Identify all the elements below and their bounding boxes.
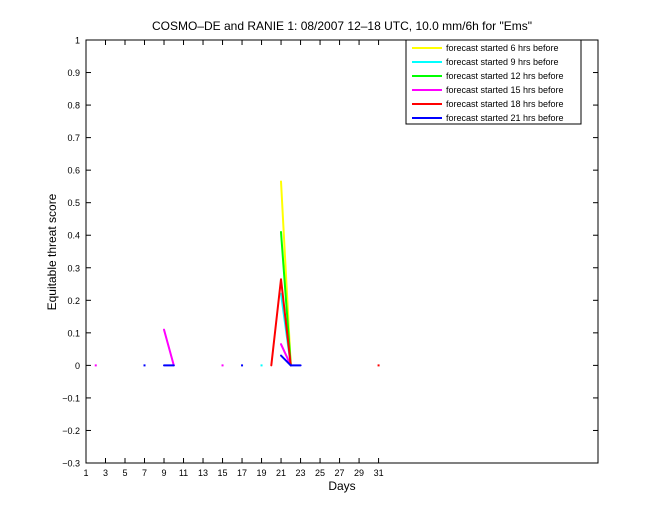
y-tick-label: 0.8	[67, 101, 80, 111]
x-tick-label: 11	[179, 468, 188, 478]
x-tick-label: 5	[123, 468, 128, 478]
x-tick-label: 23	[296, 468, 306, 478]
legend: forecast started 6 hrs before forecast st…	[405, 39, 582, 125]
y-tick-label: 0.3	[67, 263, 80, 273]
series-line	[280, 343, 292, 367]
series-line	[280, 354, 302, 367]
x-tick-label: 27	[335, 468, 345, 478]
y-tick-label: 0.7	[67, 133, 80, 143]
legend-label: forecast started 12 hrs before	[446, 71, 564, 81]
y-tick-label: 1	[75, 36, 80, 46]
x-tick-label: 1	[83, 468, 88, 478]
legend-label: forecast started 21 hrs before	[446, 113, 564, 123]
legend-label: forecast started 6 hrs before	[446, 43, 559, 53]
x-tick-label: 15	[218, 468, 228, 478]
series-4	[270, 278, 380, 367]
y-tick-label: 0.1	[67, 328, 80, 338]
y-tick-label: −0.1	[62, 393, 80, 403]
x-tick-label: 13	[198, 468, 208, 478]
legend-label: forecast started 9 hrs before	[446, 57, 559, 67]
legend-label: forecast started 15 hrs before	[446, 85, 564, 95]
y-tick-label: 0.5	[67, 198, 80, 208]
series-5	[143, 354, 302, 367]
x-tick-label: 7	[142, 468, 147, 478]
x-tick-label: 17	[237, 468, 247, 478]
series-3	[94, 328, 292, 367]
x-tick-label: 21	[276, 468, 286, 478]
y-tick-label: 0.4	[67, 231, 80, 241]
series-line	[270, 278, 292, 367]
y-tick-label: 0	[75, 361, 80, 371]
x-tick-label: 29	[354, 468, 364, 478]
y-axis-label: Equitable threat score	[45, 193, 59, 310]
series-line	[163, 328, 175, 367]
y-tick-label: 0.6	[67, 166, 80, 176]
x-tick-label: 31	[374, 468, 384, 478]
x-axis-label: Days	[328, 479, 355, 493]
y-tick-label: −0.3	[62, 459, 80, 469]
legend-box	[405, 39, 582, 125]
x-tick-label: 25	[315, 468, 325, 478]
y-tick-label: −0.2	[62, 426, 80, 436]
y-tick-label: 0.2	[67, 296, 80, 306]
x-axis: 1 3 5 7 9 11 13 15 17 19 21 23 25 27 29 31	[83, 40, 384, 478]
y-axis: −0.3 −0.2 −0.1 0 0.1 0.2 0.3 0.4 0.5 0.6 0.7 0.8 0.9…	[62, 36, 598, 469]
series-layer	[94, 180, 380, 367]
x-tick-label: 19	[257, 468, 267, 478]
y-tick-label: 0.9	[67, 68, 80, 78]
legend-label: forecast started 18 hrs before	[446, 99, 564, 109]
x-tick-label: 9	[162, 468, 167, 478]
chart-title: COSMO–DE and RANIE 1: 08/2007 12–18 UTC,…	[152, 19, 532, 33]
x-tick-label: 3	[103, 468, 108, 478]
